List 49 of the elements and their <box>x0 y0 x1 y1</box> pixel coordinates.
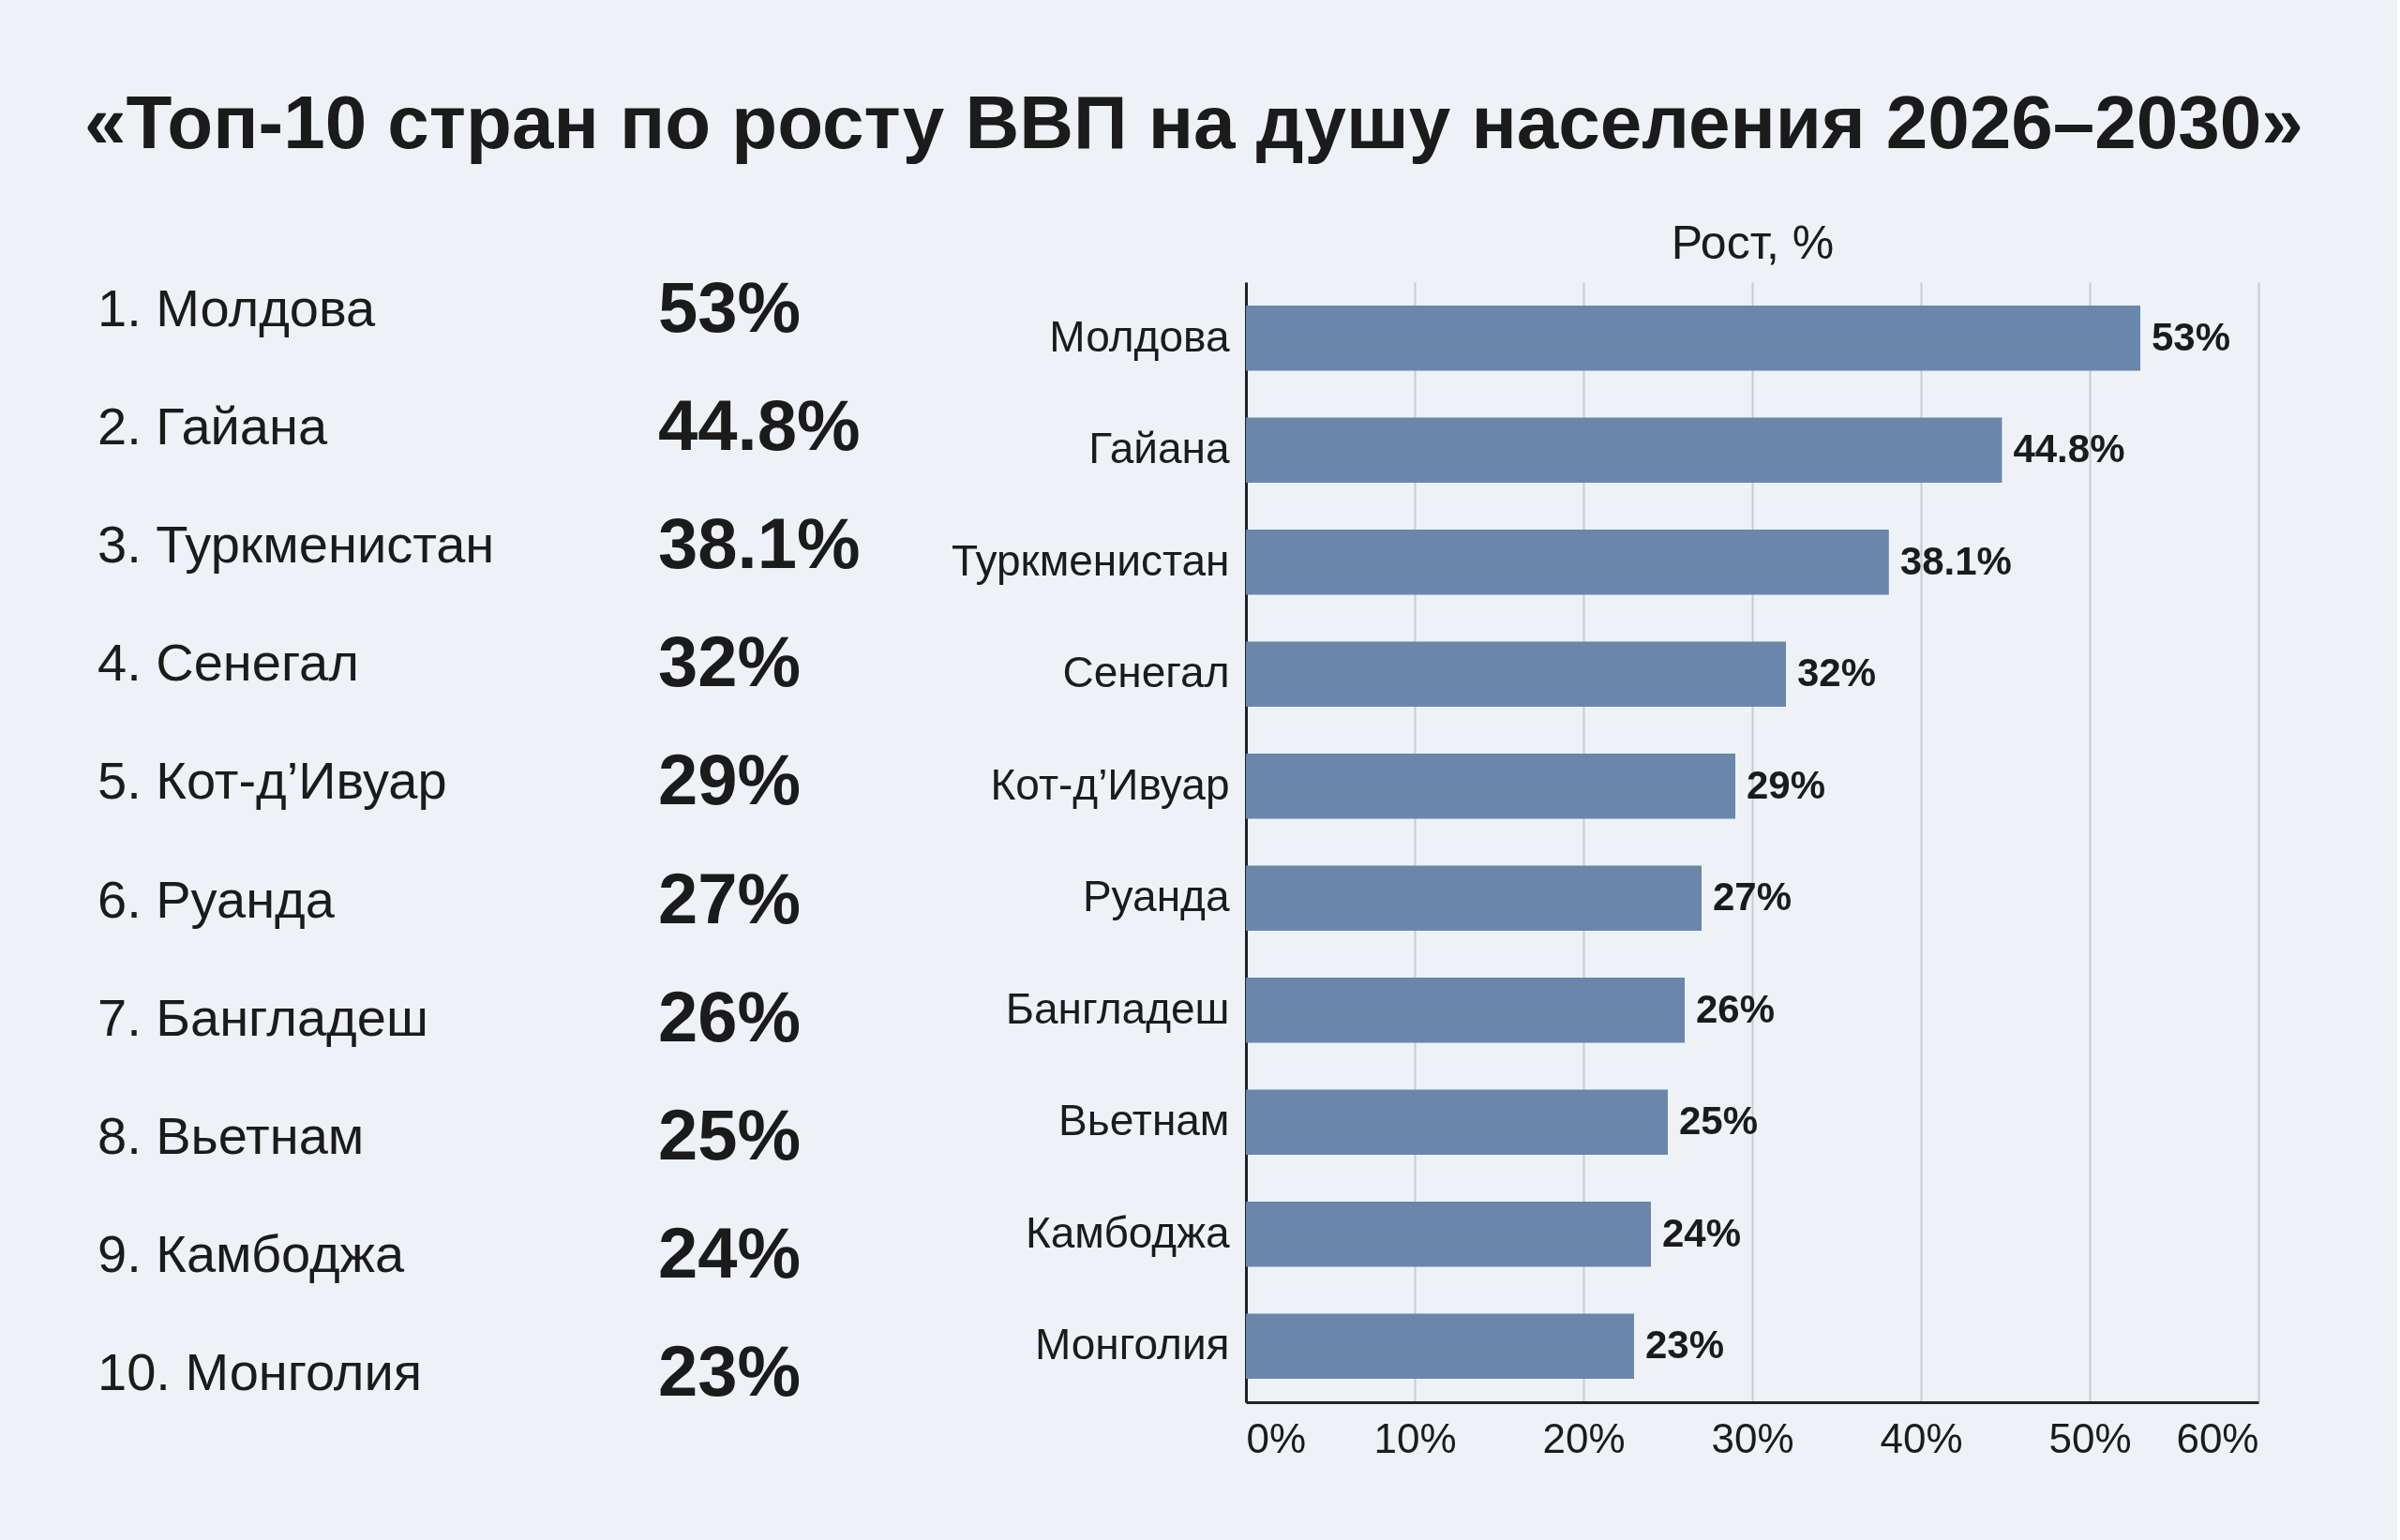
data-label: 25% <box>1679 1099 1759 1144</box>
x-tick-label: 40% <box>1880 1414 1963 1461</box>
text: 29% <box>658 740 802 820</box>
x-tick-label: 60% <box>2176 1414 2259 1461</box>
x-tick-label: 0% <box>1246 1414 1307 1461</box>
text: 32% <box>658 621 802 702</box>
x-tick-label: 20% <box>1542 1414 1626 1461</box>
text: 27% <box>658 858 802 938</box>
y-tick-label: Камбоджа <box>1025 1207 1230 1257</box>
text: 6. Руанда <box>98 869 336 929</box>
text: 23% <box>658 1331 802 1412</box>
data-label: 24% <box>1662 1210 1742 1255</box>
text: 5. Кот-д’Ивуар <box>98 751 447 811</box>
text: 26% <box>658 976 802 1056</box>
x-axis-title: Рост, % <box>1671 216 1835 269</box>
data-label: 44.8% <box>2013 426 2125 471</box>
text: 1. Молдова <box>98 277 377 337</box>
x-tick-label: 30% <box>1711 1414 1794 1461</box>
y-tick-label: Гайана <box>1088 424 1230 473</box>
text: 44.8% <box>658 384 861 465</box>
y-tick-label: Молдова <box>1049 311 1230 361</box>
data-label: 23% <box>1645 1323 1725 1368</box>
data-label: 27% <box>1713 875 1792 920</box>
text: 25% <box>658 1094 802 1174</box>
y-tick-label: Сенегал <box>1062 648 1230 697</box>
text: 2. Гайана <box>98 396 328 456</box>
chart-title: «Топ-10 стран по росту ВВП на душу населения 2026–2030» <box>84 81 2303 164</box>
y-tick-label: Монголия <box>1034 1320 1230 1369</box>
text: 4. Сенегал <box>98 633 359 693</box>
x-tick-label: 50% <box>2048 1414 2132 1461</box>
data-label: 29% <box>1747 762 1826 807</box>
data-label: 26% <box>1696 986 1776 1031</box>
y-tick-label: Руанда <box>1082 872 1230 921</box>
text: 24% <box>658 1213 802 1293</box>
x-tick-label: 10% <box>1373 1414 1457 1461</box>
text: 9. Камбоджа <box>98 1224 406 1284</box>
y-tick-label: Бангладеш <box>1005 983 1230 1033</box>
text: 10. Монголия <box>98 1342 423 1402</box>
data-label: 53% <box>2152 314 2231 359</box>
data-label: 32% <box>1797 650 1877 695</box>
text: 7. Бангладеш <box>98 987 428 1047</box>
y-tick-label: Вьетнам <box>1058 1096 1230 1145</box>
text: 38.1% <box>658 503 861 584</box>
text: 53% <box>658 266 802 347</box>
y-tick-label: Кот-д’Ивуар <box>990 759 1230 809</box>
text: 3. Туркменистан <box>98 515 495 575</box>
y-tick-label: Туркменистан <box>951 535 1230 585</box>
text: 8. Вьетнам <box>98 1105 365 1165</box>
data-label: 38.1% <box>1899 538 2012 583</box>
